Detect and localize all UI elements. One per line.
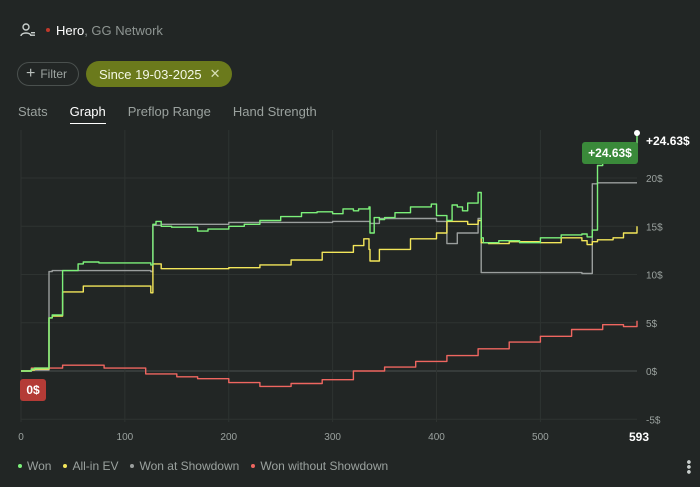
legend-item-showdown[interactable]: Won at Showdown — [130, 459, 239, 473]
legend-item-won[interactable]: Won — [18, 459, 51, 473]
x-tick-label: 400 — [428, 432, 445, 443]
plus-icon: + — [26, 65, 36, 82]
tab-preflop-range[interactable]: Preflop Range — [127, 104, 211, 119]
legend-label-showdown: Won at Showdown — [139, 459, 240, 473]
legend-item-no-showdown[interactable]: Won without Showdown — [251, 459, 388, 473]
tab-graph[interactable]: Graph — [69, 104, 106, 124]
x-end-label: 593 — [629, 430, 649, 444]
x-tick-label: 200 — [220, 432, 237, 443]
end-value-badge: +24.63$ — [582, 142, 638, 164]
date-filter-chip[interactable]: Since 19-03-2025 ✕ — [86, 61, 232, 87]
x-tick-label: 100 — [117, 432, 134, 443]
legend-label-won: Won — [27, 459, 52, 473]
x-tick-label: 0 — [18, 432, 24, 443]
x-tick-label: 500 — [532, 432, 549, 443]
y-tick-label: 0$ — [646, 367, 658, 378]
status-dot — [46, 28, 50, 32]
y-tick-label: 15$ — [646, 222, 663, 233]
legend-dot-allin-ev — [63, 464, 68, 468]
legend-label-no-showdown: Won without Showdown — [260, 459, 389, 473]
network-name: , GG Network — [84, 22, 163, 38]
y-tick-label: 10$ — [646, 271, 663, 282]
y-tick-label: 5$ — [646, 319, 658, 330]
legend-dot-no-showdown — [251, 464, 256, 468]
filter-row: + Filter Since 19-03-2025 ✕ — [17, 61, 232, 87]
legend-dot-showdown — [130, 464, 135, 468]
end-value-badge-text: +24.63$ — [588, 146, 632, 160]
tab-stats[interactable]: Stats — [18, 104, 48, 119]
series-line-allin-ev — [21, 219, 638, 372]
legend-label-allin-ev: All-in EV — [72, 459, 119, 473]
tab-bar: Stats Graph Preflop Range Hand Strength — [18, 104, 339, 124]
legend-item-allin-ev[interactable]: All-in EV — [63, 459, 118, 473]
end-value-badge-bg — [582, 142, 638, 164]
more-options-icon[interactable]: ••• — [681, 459, 698, 475]
header: Hero, GG Network — [20, 20, 163, 40]
series-line-no-showdown — [21, 320, 638, 388]
start-value-badge-bg — [20, 379, 46, 401]
hero-name: Hero — [56, 22, 85, 38]
y-tick-label: -5$ — [646, 415, 661, 426]
user-icon[interactable] — [20, 22, 36, 38]
start-value-badge-text: 0$ — [26, 383, 40, 397]
filter-label: Filter — [40, 67, 68, 81]
legend: Won All-in EV Won at Showdown Won withou… — [18, 459, 400, 473]
y-tick-label: 20$ — [646, 174, 663, 185]
close-icon[interactable]: ✕ — [209, 66, 221, 81]
tab-hand-strength[interactable]: Hand Strength — [232, 104, 317, 119]
end-value-label: +24.63$ — [646, 134, 690, 148]
series-line-won — [21, 133, 638, 372]
filter-button[interactable]: + Filter — [17, 62, 80, 86]
profit-graph: 20$ 15$ 10$ 5$ 0$ -5$ 0 100 200 300 400 500 +24.63$… — [18, 130, 690, 444]
legend-dot-won — [18, 464, 22, 468]
start-value-badge: 0$ — [20, 379, 46, 401]
x-tick-label: 300 — [324, 432, 341, 443]
end-point-marker — [634, 130, 640, 136]
series-line-showdown — [21, 182, 637, 372]
date-chip-label: Since 19-03-2025 — [99, 66, 202, 82]
